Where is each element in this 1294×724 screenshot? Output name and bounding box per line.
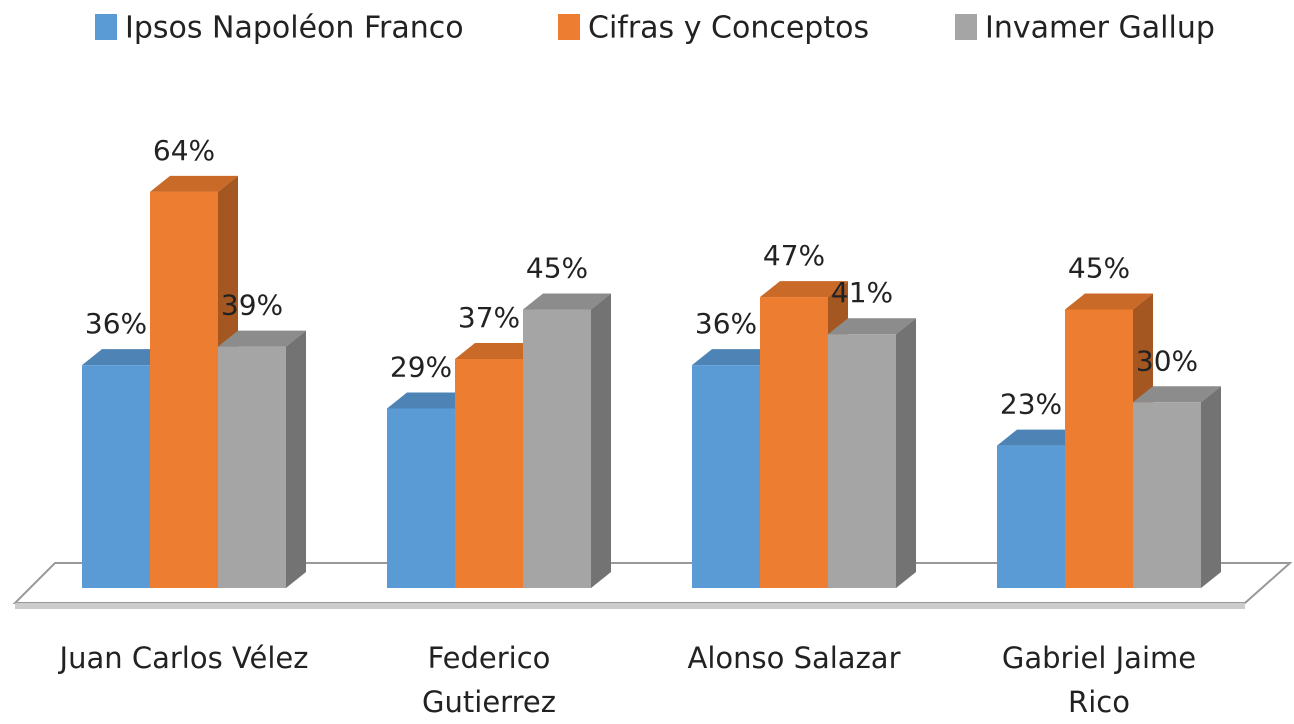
x-tick-label: Juan Carlos Vélez [59,641,309,675]
data-label: 45% [1068,251,1130,284]
bar-side [1201,386,1221,588]
legend-label: Ipsos Napoléon Franco [125,11,464,46]
bar [82,365,150,588]
data-label: 47% [763,239,825,272]
bar-top-shade [760,281,848,298]
bar-top [218,330,306,347]
x-tick-label: Federico Gutierrez [422,641,556,719]
bar-side-shade [1201,386,1221,588]
bar-top-shade [997,429,1085,446]
bar [997,445,1065,588]
bar [828,334,896,588]
data-label: 29% [390,350,452,383]
bar [387,408,455,588]
bar-top-shade [82,349,170,366]
bar [523,309,591,588]
bar-top [692,349,780,366]
legend-swatch [955,14,977,40]
bar-side [286,330,306,588]
bar-top [387,392,475,409]
data-label: 41% [831,276,893,309]
bar-top-shade [455,342,543,359]
bar-top-shade [387,392,475,409]
floor-edge [15,603,1245,609]
x-tick-label: Gabriel Jaime Rico [1001,641,1197,719]
bar-top-shade [218,330,306,347]
bar [760,297,828,588]
legend-label: Cifras y Conceptos [588,11,869,46]
data-label: 30% [1136,344,1198,377]
data-label: 39% [221,289,283,322]
bar-top [828,318,916,335]
bar-top [150,175,238,192]
bar-side-shade [896,318,916,588]
legend-swatch [558,14,580,40]
legend-swatch [95,14,117,40]
data-label: 64% [153,134,215,167]
x-tick-label: Alonso Salazar [687,641,901,675]
bar-top [455,342,543,359]
bar-top [1065,293,1153,310]
bar [1133,402,1201,588]
bar-top-shade [523,293,611,310]
bar-side-shade [591,293,611,588]
legend-label: Invamer Gallup [985,11,1215,46]
bar-top-shade [828,318,916,335]
data-label: 36% [85,307,147,340]
bar-side [896,318,916,588]
data-label: 23% [1000,388,1062,421]
bar-side [591,293,611,588]
bar [692,365,760,588]
bar-top [760,281,848,298]
bar [1065,309,1133,588]
bar-top [82,349,170,366]
data-label: 37% [458,301,520,334]
data-label: 45% [526,251,588,284]
data-label: 36% [695,307,757,340]
bar [455,358,523,588]
bar [218,346,286,588]
bar-top [523,293,611,310]
bar-side-shade [286,330,306,588]
bar [150,191,218,588]
bar-top-shade [1065,293,1153,310]
bar-top-shade [692,349,780,366]
bar-top-shade [1133,386,1221,403]
bar-top-shade [150,175,238,192]
bar-top [1133,386,1221,403]
bar-top [997,429,1085,446]
